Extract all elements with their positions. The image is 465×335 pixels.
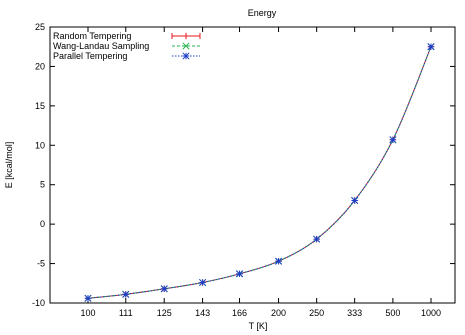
data-point (351, 196, 359, 205)
legend-label: Wang-Landau Sampling (53, 41, 149, 51)
legend-label: Random Tempering (53, 31, 131, 41)
legend-label: Parallel Tempering (53, 51, 127, 61)
legend-marker (182, 52, 190, 60)
chart-title: Energy (248, 8, 277, 18)
series-line (87, 46, 432, 299)
x-tick-label: 143 (195, 308, 210, 318)
marker-stroke (182, 42, 190, 50)
x-tick-label: 166 (232, 308, 247, 318)
data-point (160, 285, 168, 293)
data-point (313, 235, 321, 243)
legend-marker (182, 42, 190, 50)
x-tick-label: 1000 (421, 308, 441, 318)
marker-stroke (160, 285, 168, 293)
y-tick-label: 5 (40, 180, 45, 190)
marker-stroke (235, 270, 244, 278)
x-tick-label: 200 (271, 308, 286, 318)
data-point (122, 290, 130, 298)
data-point (84, 294, 92, 302)
data-point (199, 278, 207, 287)
x-tick-label: 125 (157, 308, 172, 318)
y-tick-label: -5 (37, 259, 45, 269)
marker-stroke (275, 257, 283, 265)
marker-stroke (389, 136, 397, 144)
series-random-tempering (84, 43, 435, 302)
x-tick-label: 333 (347, 308, 362, 318)
marker-stroke (199, 278, 207, 287)
marker-stroke (313, 235, 321, 243)
series-wang-landau-sampling (84, 43, 435, 302)
series-line (87, 46, 432, 299)
legend-marker (182, 32, 190, 40)
y-axis: -10 -5 0 5 10 15 20 25 (32, 22, 455, 308)
data-point (235, 270, 244, 278)
x-tick-label: 500 (385, 308, 400, 318)
x-tick-label: 100 (80, 308, 95, 318)
series-parallel-tempering (84, 43, 435, 302)
data-point (389, 136, 397, 144)
y-tick-label: 20 (35, 61, 45, 71)
marker-stroke (427, 43, 435, 51)
marker-stroke (122, 290, 130, 298)
x-tick-label: 111 (119, 308, 133, 318)
y-tick-label: 0 (40, 219, 45, 229)
marker-stroke (182, 52, 190, 60)
data-point (427, 43, 435, 51)
marker-stroke (351, 196, 359, 205)
x-axis: 100 111 125 143 166 200 250 333 500 1000 (80, 27, 441, 318)
y-tick-label: -10 (32, 298, 45, 308)
y-tick-label: 25 (35, 22, 45, 32)
series-line (87, 46, 432, 299)
plot-frame (49, 26, 456, 304)
series-layer (84, 43, 435, 302)
x-tick-label: 250 (309, 308, 324, 318)
data-point (275, 257, 283, 265)
y-axis-label: E [kcal/mol] (4, 142, 14, 189)
y-tick-label: 15 (35, 101, 45, 111)
y-tick-label: 10 (35, 140, 45, 150)
x-axis-label: T [K] (249, 321, 268, 331)
marker-stroke (84, 294, 92, 302)
